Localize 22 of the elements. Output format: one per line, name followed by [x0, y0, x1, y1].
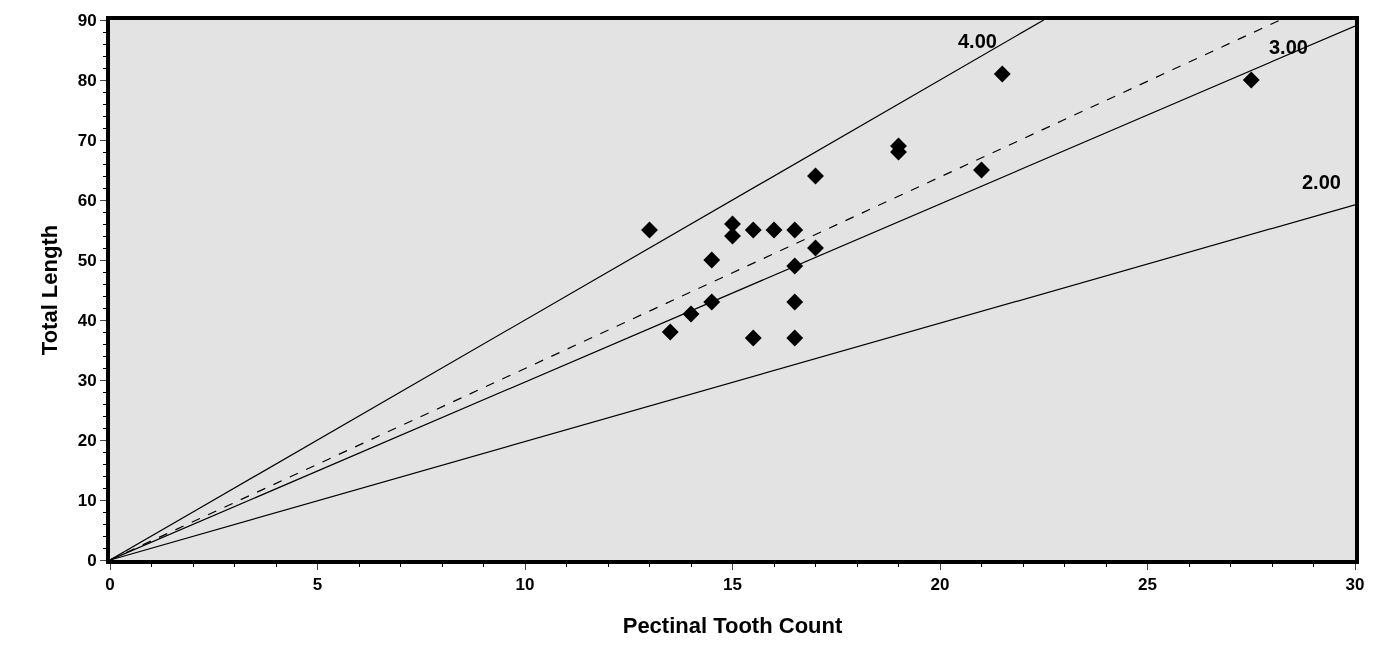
- y-tick-label: 30: [77, 370, 97, 390]
- series-label: 4.00: [958, 30, 997, 52]
- y-tick-label: 40: [77, 310, 97, 330]
- x-tick-label: 15: [723, 575, 742, 595]
- y-tick-label: 90: [77, 10, 97, 30]
- x-tick-label: 20: [930, 575, 950, 595]
- x-tick-label: 25: [1138, 575, 1157, 595]
- y-tick-label: 50: [77, 250, 97, 270]
- y-tick-label: 80: [77, 70, 97, 90]
- series-label: 2.00: [1302, 171, 1341, 193]
- series-label: 3.00: [1269, 36, 1308, 58]
- y-tick-label: 60: [77, 190, 97, 210]
- y-tick-label: 0: [87, 550, 97, 570]
- x-tick-label: 30: [1345, 575, 1365, 595]
- x-tick-label: 0: [105, 575, 115, 595]
- y-tick-label: 70: [77, 130, 97, 150]
- y-tick-label: 20: [77, 430, 97, 450]
- y-tick-label: 10: [77, 490, 97, 510]
- x-tick-label: 10: [515, 575, 535, 595]
- y-axis-title: Total Length: [36, 224, 62, 356]
- x-axis-title: Pectinal Tooth Count: [622, 612, 843, 638]
- x-tick-label: 5: [312, 575, 323, 595]
